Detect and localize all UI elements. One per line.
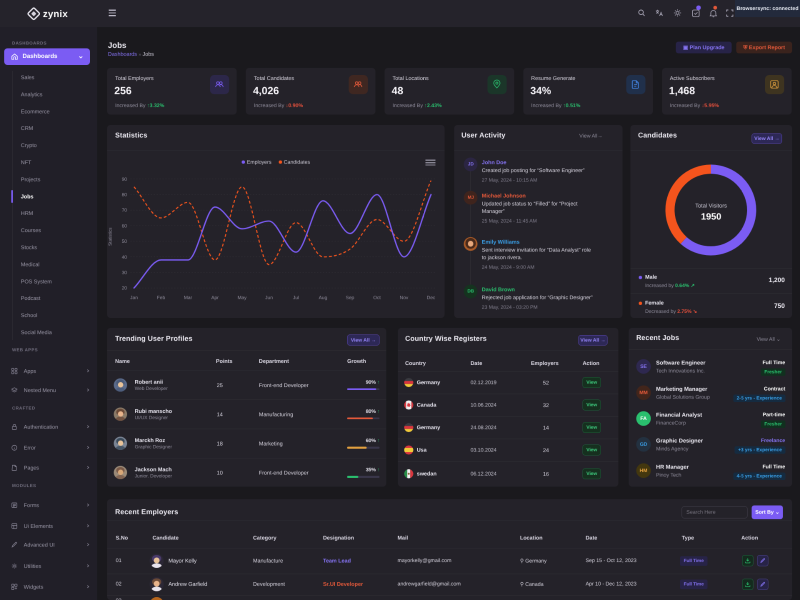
svg-text:Jan: Jan xyxy=(130,295,138,300)
svg-text:90: 90 xyxy=(122,177,127,182)
svg-text:60: 60 xyxy=(122,224,127,229)
svg-text:40: 40 xyxy=(122,255,127,260)
svg-text:Aug: Aug xyxy=(319,295,328,300)
svg-text:50: 50 xyxy=(122,239,127,244)
svg-text:Nov: Nov xyxy=(400,295,409,300)
svg-text:70: 70 xyxy=(122,208,127,213)
svg-text:20: 20 xyxy=(122,286,127,291)
svg-text:Feb: Feb xyxy=(157,295,165,300)
svg-text:Dec: Dec xyxy=(427,295,436,300)
svg-text:Jul: Jul xyxy=(293,295,299,300)
svg-text:Sep: Sep xyxy=(346,295,355,300)
svg-text:80: 80 xyxy=(122,193,127,198)
svg-text:Mar: Mar xyxy=(184,295,192,300)
svg-text:Apr: Apr xyxy=(211,295,219,300)
svg-text:30: 30 xyxy=(122,270,127,275)
svg-text:Jun: Jun xyxy=(265,295,273,300)
svg-text:May: May xyxy=(237,295,246,300)
svg-text:Oct: Oct xyxy=(373,295,381,300)
